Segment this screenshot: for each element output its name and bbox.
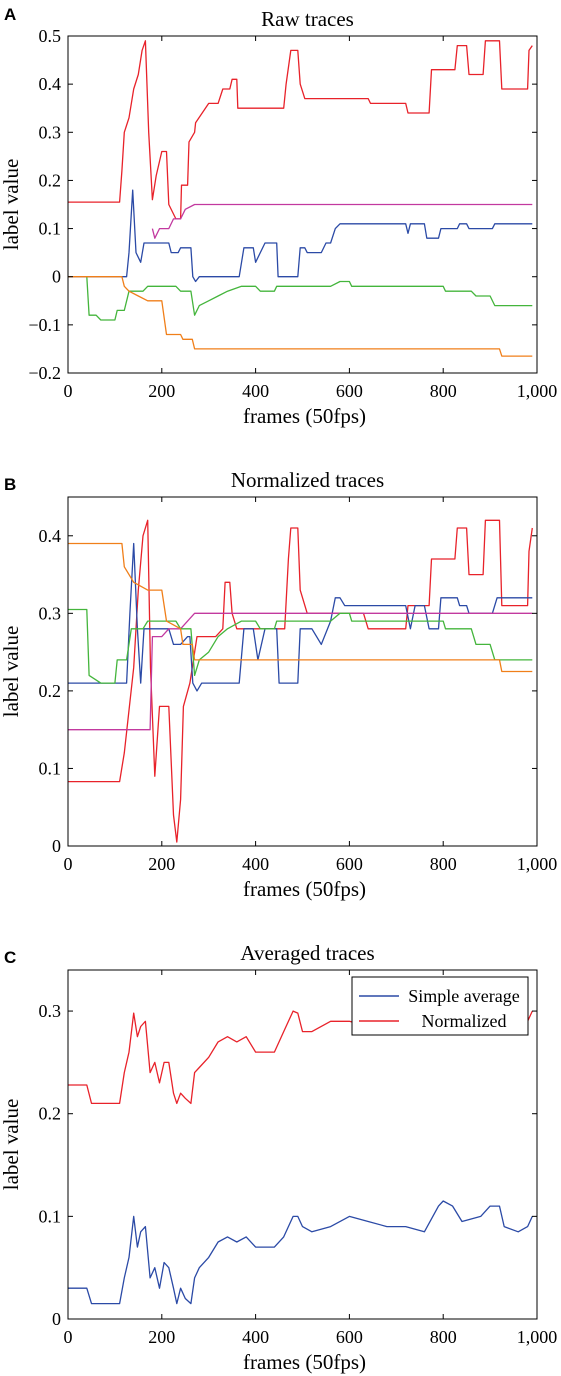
y-tick-label: 0.3 (39, 122, 62, 142)
y-tick-label: 0 (52, 1309, 61, 1329)
y-tick-label: 0.1 (39, 219, 62, 239)
plot-area (68, 519, 533, 843)
chart-title: Averaged traces (240, 941, 374, 965)
y-axis-label: label value (0, 626, 23, 718)
series-line-2 (68, 542, 533, 692)
plot-area (68, 40, 533, 357)
chart-title: Raw traces (261, 7, 354, 31)
panel-c: C Averaged traces 0 200 400 600 800 1,000 0 0.1 0.… (0, 941, 557, 1374)
plot-frame (67, 969, 538, 1320)
x-tick-label: 400 (242, 381, 269, 401)
series-line-3 (68, 612, 533, 731)
series-line-4 (68, 608, 533, 684)
panel-letter: C (4, 948, 16, 967)
series-line-3 (151, 203, 533, 239)
y-tick-label: 0.1 (39, 1206, 62, 1226)
series-line-5 (68, 276, 533, 357)
y-tick-label: 0 (52, 267, 61, 287)
x-tick-label: 1,000 (517, 854, 558, 874)
legend-label: Simple average (408, 986, 519, 1006)
series-line-1 (68, 519, 533, 843)
panel-a: A Raw traces 0 200 400 600 800 1,000 −0.2 −0.1 0 0.… (0, 5, 557, 428)
y-tick-label: 0.2 (39, 681, 62, 701)
x-axis-label: frames (50fps) (243, 1350, 366, 1374)
x-tick-label: 1,000 (517, 1327, 558, 1347)
x-tick-label: 600 (336, 381, 363, 401)
y-tick-label: −0.2 (28, 363, 61, 383)
x-tick-label: 600 (336, 1327, 363, 1347)
y-axis-label: label value (0, 159, 23, 251)
chart-title: Normalized traces (231, 468, 384, 492)
y-tick-label: 0.2 (39, 170, 62, 190)
x-tick-label: 1,000 (517, 381, 558, 401)
y-tick-label: 0.3 (39, 603, 62, 623)
x-tick-label: 800 (430, 854, 457, 874)
plot-area (68, 1003, 533, 1305)
x-tick-label: 400 (242, 1327, 269, 1347)
y-tick-label: 0.1 (39, 758, 62, 778)
series-line-5 (68, 542, 533, 673)
x-tick-label: 800 (430, 1327, 457, 1347)
y-tick-label: 0.3 (39, 1001, 62, 1021)
y-axis-label: label value (0, 1099, 23, 1191)
y-tick-label: 0.4 (39, 526, 62, 546)
x-axis-label: frames (50fps) (243, 877, 366, 901)
y-tick-label: 0.5 (39, 26, 62, 46)
x-axis-label: frames (50fps) (243, 404, 366, 428)
x-tick-label: 200 (148, 1327, 175, 1347)
series-line-1 (68, 1200, 533, 1305)
legend-label: Normalized (422, 1011, 507, 1031)
panel-letter: A (4, 5, 16, 24)
panel-letter: B (4, 475, 16, 494)
y-tick-label: 0.4 (39, 74, 62, 94)
plot-frame (67, 496, 538, 847)
series-line-2 (68, 189, 533, 283)
x-tick-label: 200 (148, 854, 175, 874)
x-tick-label: 400 (242, 854, 269, 874)
plot-frame (67, 35, 538, 374)
y-tick-label: 0.2 (39, 1104, 62, 1124)
legend: Simple average Normalized (351, 976, 529, 1036)
series-line-1 (68, 40, 533, 220)
x-tick-label: 0 (64, 1327, 73, 1347)
x-tick-label: 0 (64, 854, 73, 874)
panel-b: B Normalized traces 0 200 400 600 800 1,000 0 0.1… (0, 468, 557, 901)
series-line-4 (86, 276, 533, 321)
x-tick-label: 600 (336, 854, 363, 874)
x-tick-label: 200 (148, 381, 175, 401)
legend-box (351, 976, 529, 1036)
y-tick-label: −0.1 (28, 315, 61, 335)
x-tick-label: 800 (430, 381, 457, 401)
y-tick-label: 0 (52, 836, 61, 856)
x-tick-label: 0 (64, 381, 73, 401)
